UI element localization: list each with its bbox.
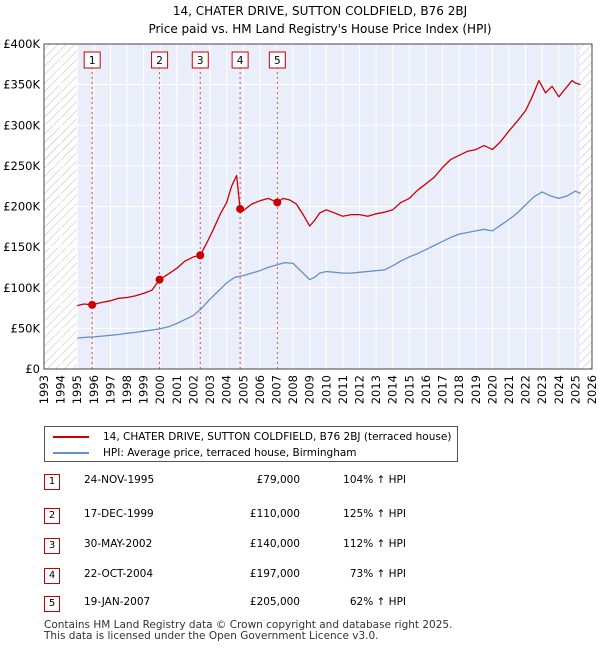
property-price-line bbox=[77, 79, 581, 307]
x-tick-label: 2016 bbox=[419, 375, 433, 404]
y-tick-label: £200K bbox=[3, 200, 40, 214]
sale-hpi-change: 73% ↑ HPI bbox=[349, 568, 406, 580]
x-tick-label: 2007 bbox=[269, 375, 283, 404]
x-tick-label: 2004 bbox=[220, 375, 234, 404]
sale-date: 30-MAY-2002 bbox=[84, 538, 153, 550]
x-tick-label: 2014 bbox=[386, 375, 400, 404]
sale-price: £205,000 bbox=[249, 596, 300, 608]
x-tick-label: 2023 bbox=[535, 375, 549, 404]
sale-number-badge: 3 bbox=[44, 538, 60, 554]
legend-item-property: 14, CHATER DRIVE, SUTTON COLDFIELD, B76 … bbox=[53, 429, 451, 445]
x-tick-label: 2024 bbox=[552, 375, 566, 404]
x-tick-label: 2015 bbox=[402, 375, 416, 404]
sale-hpi-change: 104% ↑ HPI bbox=[343, 474, 406, 486]
sale-row: 4 22-OCT-2004 £197,000 73% ↑ HPI bbox=[44, 568, 444, 584]
x-tick-label: 2026 bbox=[585, 375, 599, 404]
legend-label-property: 14, CHATER DRIVE, SUTTON COLDFIELD, B76 … bbox=[103, 431, 452, 443]
sale-point bbox=[273, 198, 282, 207]
x-tick-label: 2013 bbox=[369, 375, 383, 404]
sale-row: 3 30-MAY-2002 £140,000 112% ↑ HPI bbox=[44, 538, 444, 554]
x-tick-label: 2002 bbox=[186, 375, 200, 404]
sale-point bbox=[88, 300, 97, 309]
footer-notice: Contains HM Land Registry data © Crown c… bbox=[44, 620, 452, 642]
sale-number-badge: 2 bbox=[44, 508, 60, 524]
footer-copyright: Contains HM Land Registry data © Crown c… bbox=[44, 619, 453, 631]
sale-point bbox=[155, 275, 164, 284]
footer-licence: This data is licensed under the Open Gov… bbox=[44, 630, 379, 642]
x-tick-label: 1993 bbox=[37, 375, 51, 404]
y-tick-label: £300K bbox=[3, 118, 40, 132]
legend-swatch-property bbox=[53, 436, 89, 438]
sale-hpi-change: 62% ↑ HPI bbox=[349, 596, 406, 608]
sale-price: £79,000 bbox=[256, 474, 300, 486]
y-tick-label: £250K bbox=[3, 159, 40, 173]
x-tick-label: 2020 bbox=[485, 375, 499, 404]
x-tick-label: 2011 bbox=[336, 375, 350, 404]
sale-date: 19-JAN-2007 bbox=[84, 596, 151, 608]
y-tick-label: £0 bbox=[25, 362, 40, 376]
legend-label-hpi: HPI: Average price, terraced house, Birm… bbox=[103, 447, 357, 459]
sale-label-box bbox=[268, 51, 286, 69]
sale-label-number: 5 bbox=[274, 55, 281, 67]
hpi-line bbox=[77, 190, 581, 339]
x-tick-label: 2003 bbox=[203, 375, 217, 404]
x-tick-label: 2012 bbox=[353, 375, 367, 404]
sale-label-box bbox=[231, 51, 249, 69]
sale-date: 22-OCT-2004 bbox=[84, 568, 153, 580]
sale-row: 1 24-NOV-1995 £79,000 104% ↑ HPI bbox=[44, 474, 444, 490]
x-tick-label: 2008 bbox=[286, 375, 300, 404]
sale-label-number: 3 bbox=[197, 55, 204, 67]
sale-number-badge: 1 bbox=[44, 474, 60, 490]
y-tick-label: £100K bbox=[3, 281, 40, 295]
x-tick-label: 1999 bbox=[137, 375, 151, 404]
sale-hpi-change: 125% ↑ HPI bbox=[343, 508, 406, 520]
legend-item-hpi: HPI: Average price, terraced house, Birm… bbox=[53, 445, 357, 461]
x-tick-label: 1997 bbox=[103, 375, 117, 404]
sale-label-number: 1 bbox=[89, 55, 96, 67]
price-chart: 14, CHATER DRIVE, SUTTON COLDFIELD, B76 … bbox=[3, 4, 599, 404]
plot-frame bbox=[43, 43, 593, 370]
sale-hpi-change: 112% ↑ HPI bbox=[343, 538, 406, 550]
x-tick-label: 2021 bbox=[502, 375, 516, 404]
x-tick-label: 2022 bbox=[519, 375, 533, 404]
sale-price: £110,000 bbox=[249, 508, 300, 520]
sale-point bbox=[236, 204, 245, 213]
y-tick-label: £400K bbox=[3, 37, 40, 51]
sale-point bbox=[196, 251, 205, 260]
sale-row: 2 17-DEC-1999 £110,000 125% ↑ HPI bbox=[44, 508, 444, 524]
x-tick-label: 1994 bbox=[54, 375, 68, 404]
sale-label-box bbox=[151, 51, 169, 69]
x-tick-label: 2009 bbox=[303, 375, 317, 404]
x-tick-label: 2017 bbox=[436, 375, 450, 404]
chart-legend: 14, CHATER DRIVE, SUTTON COLDFIELD, B76 … bbox=[44, 426, 458, 462]
sale-date: 17-DEC-1999 bbox=[84, 508, 154, 520]
y-tick-label: £150K bbox=[3, 240, 40, 254]
sale-date: 24-NOV-1995 bbox=[84, 474, 155, 486]
sale-number-badge: 4 bbox=[44, 568, 60, 584]
x-tick-label: 2000 bbox=[153, 375, 167, 404]
x-tick-label: 2019 bbox=[469, 375, 483, 404]
sale-number-badge: 5 bbox=[44, 596, 60, 612]
sale-label-box bbox=[83, 51, 101, 69]
sale-label-number: 2 bbox=[156, 55, 163, 67]
sale-price: £197,000 bbox=[249, 568, 300, 580]
sale-label-box bbox=[191, 51, 209, 69]
legend-swatch-hpi bbox=[53, 452, 89, 454]
chart-title: 14, CHATER DRIVE, SUTTON COLDFIELD, B76 … bbox=[173, 4, 467, 18]
x-tick-label: 1995 bbox=[70, 375, 84, 404]
x-tick-label: 2018 bbox=[452, 375, 466, 404]
x-tick-label: 2001 bbox=[170, 375, 184, 404]
x-tick-label: 1998 bbox=[120, 375, 134, 404]
sale-label-number: 4 bbox=[237, 55, 244, 67]
y-tick-label: £50K bbox=[11, 321, 41, 335]
sale-price: £140,000 bbox=[249, 538, 300, 550]
x-tick-label: 2006 bbox=[253, 375, 267, 404]
x-tick-label: 2025 bbox=[568, 375, 582, 404]
x-tick-label: 2010 bbox=[319, 375, 333, 404]
x-tick-label: 1996 bbox=[87, 375, 101, 404]
sale-row: 5 19-JAN-2007 £205,000 62% ↑ HPI bbox=[44, 596, 444, 612]
y-tick-label: £350K bbox=[3, 78, 40, 92]
x-tick-label: 2005 bbox=[236, 375, 250, 404]
chart-subtitle: Price paid vs. HM Land Registry's House … bbox=[148, 22, 491, 36]
